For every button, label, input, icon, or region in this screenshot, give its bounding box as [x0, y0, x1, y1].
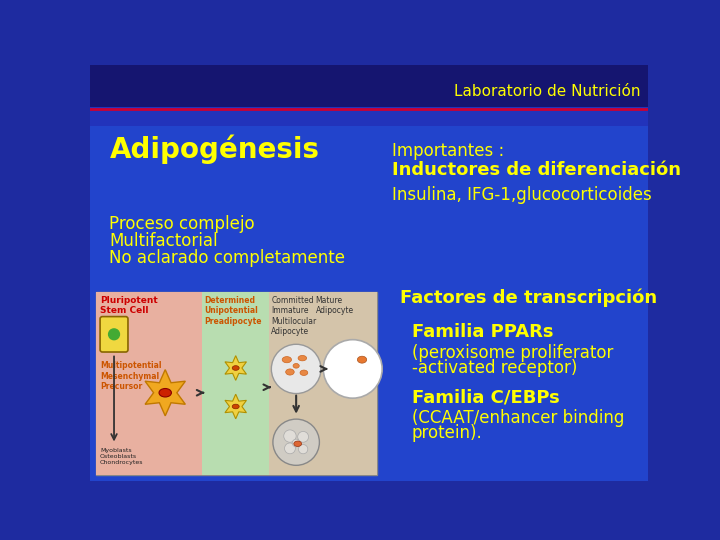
Bar: [269, 292, 377, 475]
Text: Determined
Unipotential
Preadipocyte: Determined Unipotential Preadipocyte: [204, 296, 262, 326]
Text: No aclarado completamente: No aclarado completamente: [109, 249, 346, 267]
Bar: [96, 292, 377, 475]
Ellipse shape: [293, 363, 300, 368]
Text: Adipogénesis: Adipogénesis: [109, 134, 320, 164]
Bar: [202, 292, 269, 475]
Text: protein).: protein).: [412, 424, 482, 442]
Text: Factores de transcripción: Factores de transcripción: [400, 288, 657, 307]
Circle shape: [284, 430, 296, 442]
Bar: [90, 107, 648, 481]
Ellipse shape: [233, 366, 239, 370]
Circle shape: [292, 439, 300, 447]
Text: Pluripotent
Stem Cell: Pluripotent Stem Cell: [100, 296, 158, 315]
Ellipse shape: [300, 370, 307, 375]
Bar: [90, 65, 648, 107]
Circle shape: [284, 443, 295, 454]
FancyBboxPatch shape: [100, 316, 128, 352]
Circle shape: [109, 329, 120, 340]
Text: Proceso complejo: Proceso complejo: [109, 215, 255, 233]
Text: (CCAAT/enhancer binding: (CCAAT/enhancer binding: [412, 409, 624, 427]
Text: Committed
Immature
Multilocular
Adipocyte: Committed Immature Multilocular Adipocyt…: [271, 296, 317, 336]
Polygon shape: [145, 370, 185, 416]
Text: -activated receptor): -activated receptor): [412, 359, 577, 377]
Text: Insulina, IFG-1,glucocorticoides: Insulina, IFG-1,glucocorticoides: [392, 186, 652, 205]
Text: Multipotential
Mesenchymal
Precursor: Multipotential Mesenchymal Precursor: [100, 361, 161, 391]
Ellipse shape: [233, 404, 239, 409]
Ellipse shape: [282, 356, 292, 363]
Ellipse shape: [294, 441, 302, 447]
Circle shape: [299, 444, 307, 454]
Text: Laboratorio de Nutrición: Laboratorio de Nutrición: [454, 84, 640, 99]
Circle shape: [323, 340, 382, 398]
Text: Importantes :: Importantes :: [392, 142, 505, 160]
Ellipse shape: [159, 388, 171, 397]
Text: Inductores de diferenciación: Inductores de diferenciación: [392, 161, 681, 179]
Circle shape: [297, 431, 309, 442]
Ellipse shape: [357, 356, 366, 363]
Polygon shape: [225, 356, 246, 380]
Text: Mature
Adipocyte: Mature Adipocyte: [315, 296, 354, 315]
Ellipse shape: [298, 355, 307, 361]
Circle shape: [273, 419, 320, 465]
Text: Familia C/EBPs: Familia C/EBPs: [412, 388, 559, 406]
Polygon shape: [225, 394, 246, 419]
Text: Familia PPARs: Familia PPARs: [412, 323, 553, 341]
Circle shape: [271, 345, 321, 394]
Text: Myoblasts
Osteoblasts
Chondrocytes: Myoblasts Osteoblasts Chondrocytes: [100, 448, 143, 465]
Text: (peroxisome proliferator: (peroxisome proliferator: [412, 343, 613, 362]
Ellipse shape: [286, 369, 294, 375]
Bar: [90, 126, 648, 481]
Bar: [96, 292, 202, 475]
Text: Multifactorial: Multifactorial: [109, 232, 218, 250]
